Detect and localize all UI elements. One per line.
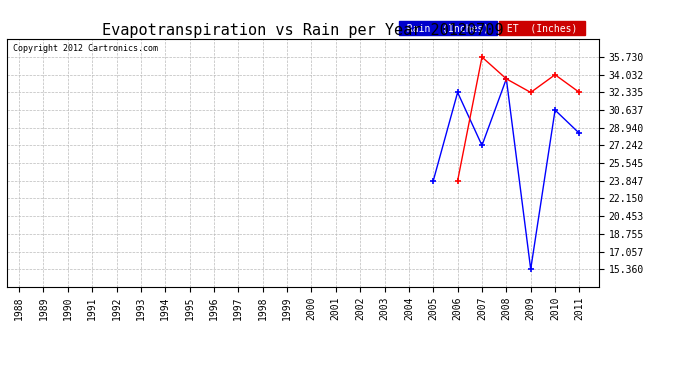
Text: Rain  (Inches): Rain (Inches)	[401, 23, 495, 33]
Text: ET  (Inches): ET (Inches)	[501, 23, 584, 33]
Text: Copyright 2012 Cartronics.com: Copyright 2012 Cartronics.com	[13, 44, 158, 53]
Title: Evapotranspiration vs Rain per Year 20120709: Evapotranspiration vs Rain per Year 2012…	[102, 23, 504, 38]
